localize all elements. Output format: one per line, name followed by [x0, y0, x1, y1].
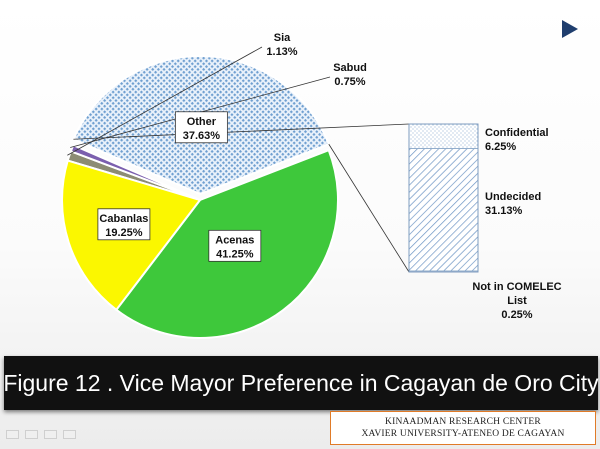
segment-label-confidential: Confidential 6.25%	[485, 127, 549, 153]
data-label-sabud: Sabud 0.75%	[333, 62, 367, 88]
segment-label-not-in-comelec-list: Not in COMELEC List 0.25%	[472, 281, 561, 321]
connector-top	[73, 123, 410, 140]
svg-text:6.25%: 6.25%	[485, 141, 516, 153]
data-label-cabanlas: Cabanlas 19.25%	[97, 208, 151, 241]
next-icon[interactable]	[63, 430, 76, 439]
data-label-acenas: Acenas 41.25%	[208, 229, 262, 262]
bar-segment-undecided	[408, 148, 479, 272]
svg-text:Not in COMELEC: Not in COMELEC	[472, 281, 561, 293]
svg-text:19.25%: 19.25%	[105, 227, 143, 239]
pen-icon[interactable]	[25, 430, 38, 439]
svg-text:Acenas: Acenas	[215, 234, 254, 246]
data-labels: Sia 1.13% Sabud 0.75% Other 37.63% Acenas 41.25…	[97, 32, 562, 321]
svg-text:41.25%: 41.25%	[216, 248, 254, 260]
svg-text:List: List	[507, 295, 527, 307]
svg-text:0.25%: 0.25%	[501, 309, 532, 321]
footer-line-1: KINAADMAN RESEARCH CENTER	[385, 417, 541, 427]
bar-segment-confidential	[408, 123, 479, 149]
footer-credit: KINAADMAN RESEARCH CENTER XAVIER UNIVERS…	[330, 411, 596, 445]
svg-text:31.13%: 31.13%	[485, 205, 523, 217]
svg-text:Cabanlas: Cabanlas	[99, 213, 148, 225]
connector-bottom	[328, 143, 410, 273]
svg-text:Confidential: Confidential	[485, 127, 549, 139]
segment-label-undecided: Undecided 31.13%	[485, 191, 541, 217]
slide-nav-icon[interactable]	[6, 430, 19, 439]
menu-icon[interactable]	[44, 430, 57, 439]
slide-nav	[6, 430, 76, 439]
play-triangle-icon[interactable]	[562, 20, 578, 38]
data-label-sia: Sia 1.13%	[266, 32, 297, 58]
svg-text:0.75%: 0.75%	[334, 76, 365, 88]
svg-text:37.63%: 37.63%	[183, 130, 221, 142]
svg-text:Undecided: Undecided	[485, 191, 541, 203]
svg-text:1.13%: 1.13%	[266, 46, 297, 58]
pie-slice-sabud	[69, 143, 201, 201]
figure-caption: Figure 12 . Vice Mayor Preference in Cag…	[3, 356, 599, 410]
data-label-other: Other 37.63%	[174, 111, 228, 144]
svg-text:Other: Other	[187, 116, 217, 128]
pie-slices	[61, 55, 339, 339]
breakdown-bar	[408, 123, 479, 273]
footer-line-2: XAVIER UNIVERSITY-ATENEO DE CAGAYAN	[361, 429, 565, 439]
svg-text:Sabud: Sabud	[333, 62, 367, 74]
svg-text:Sia: Sia	[274, 32, 291, 44]
